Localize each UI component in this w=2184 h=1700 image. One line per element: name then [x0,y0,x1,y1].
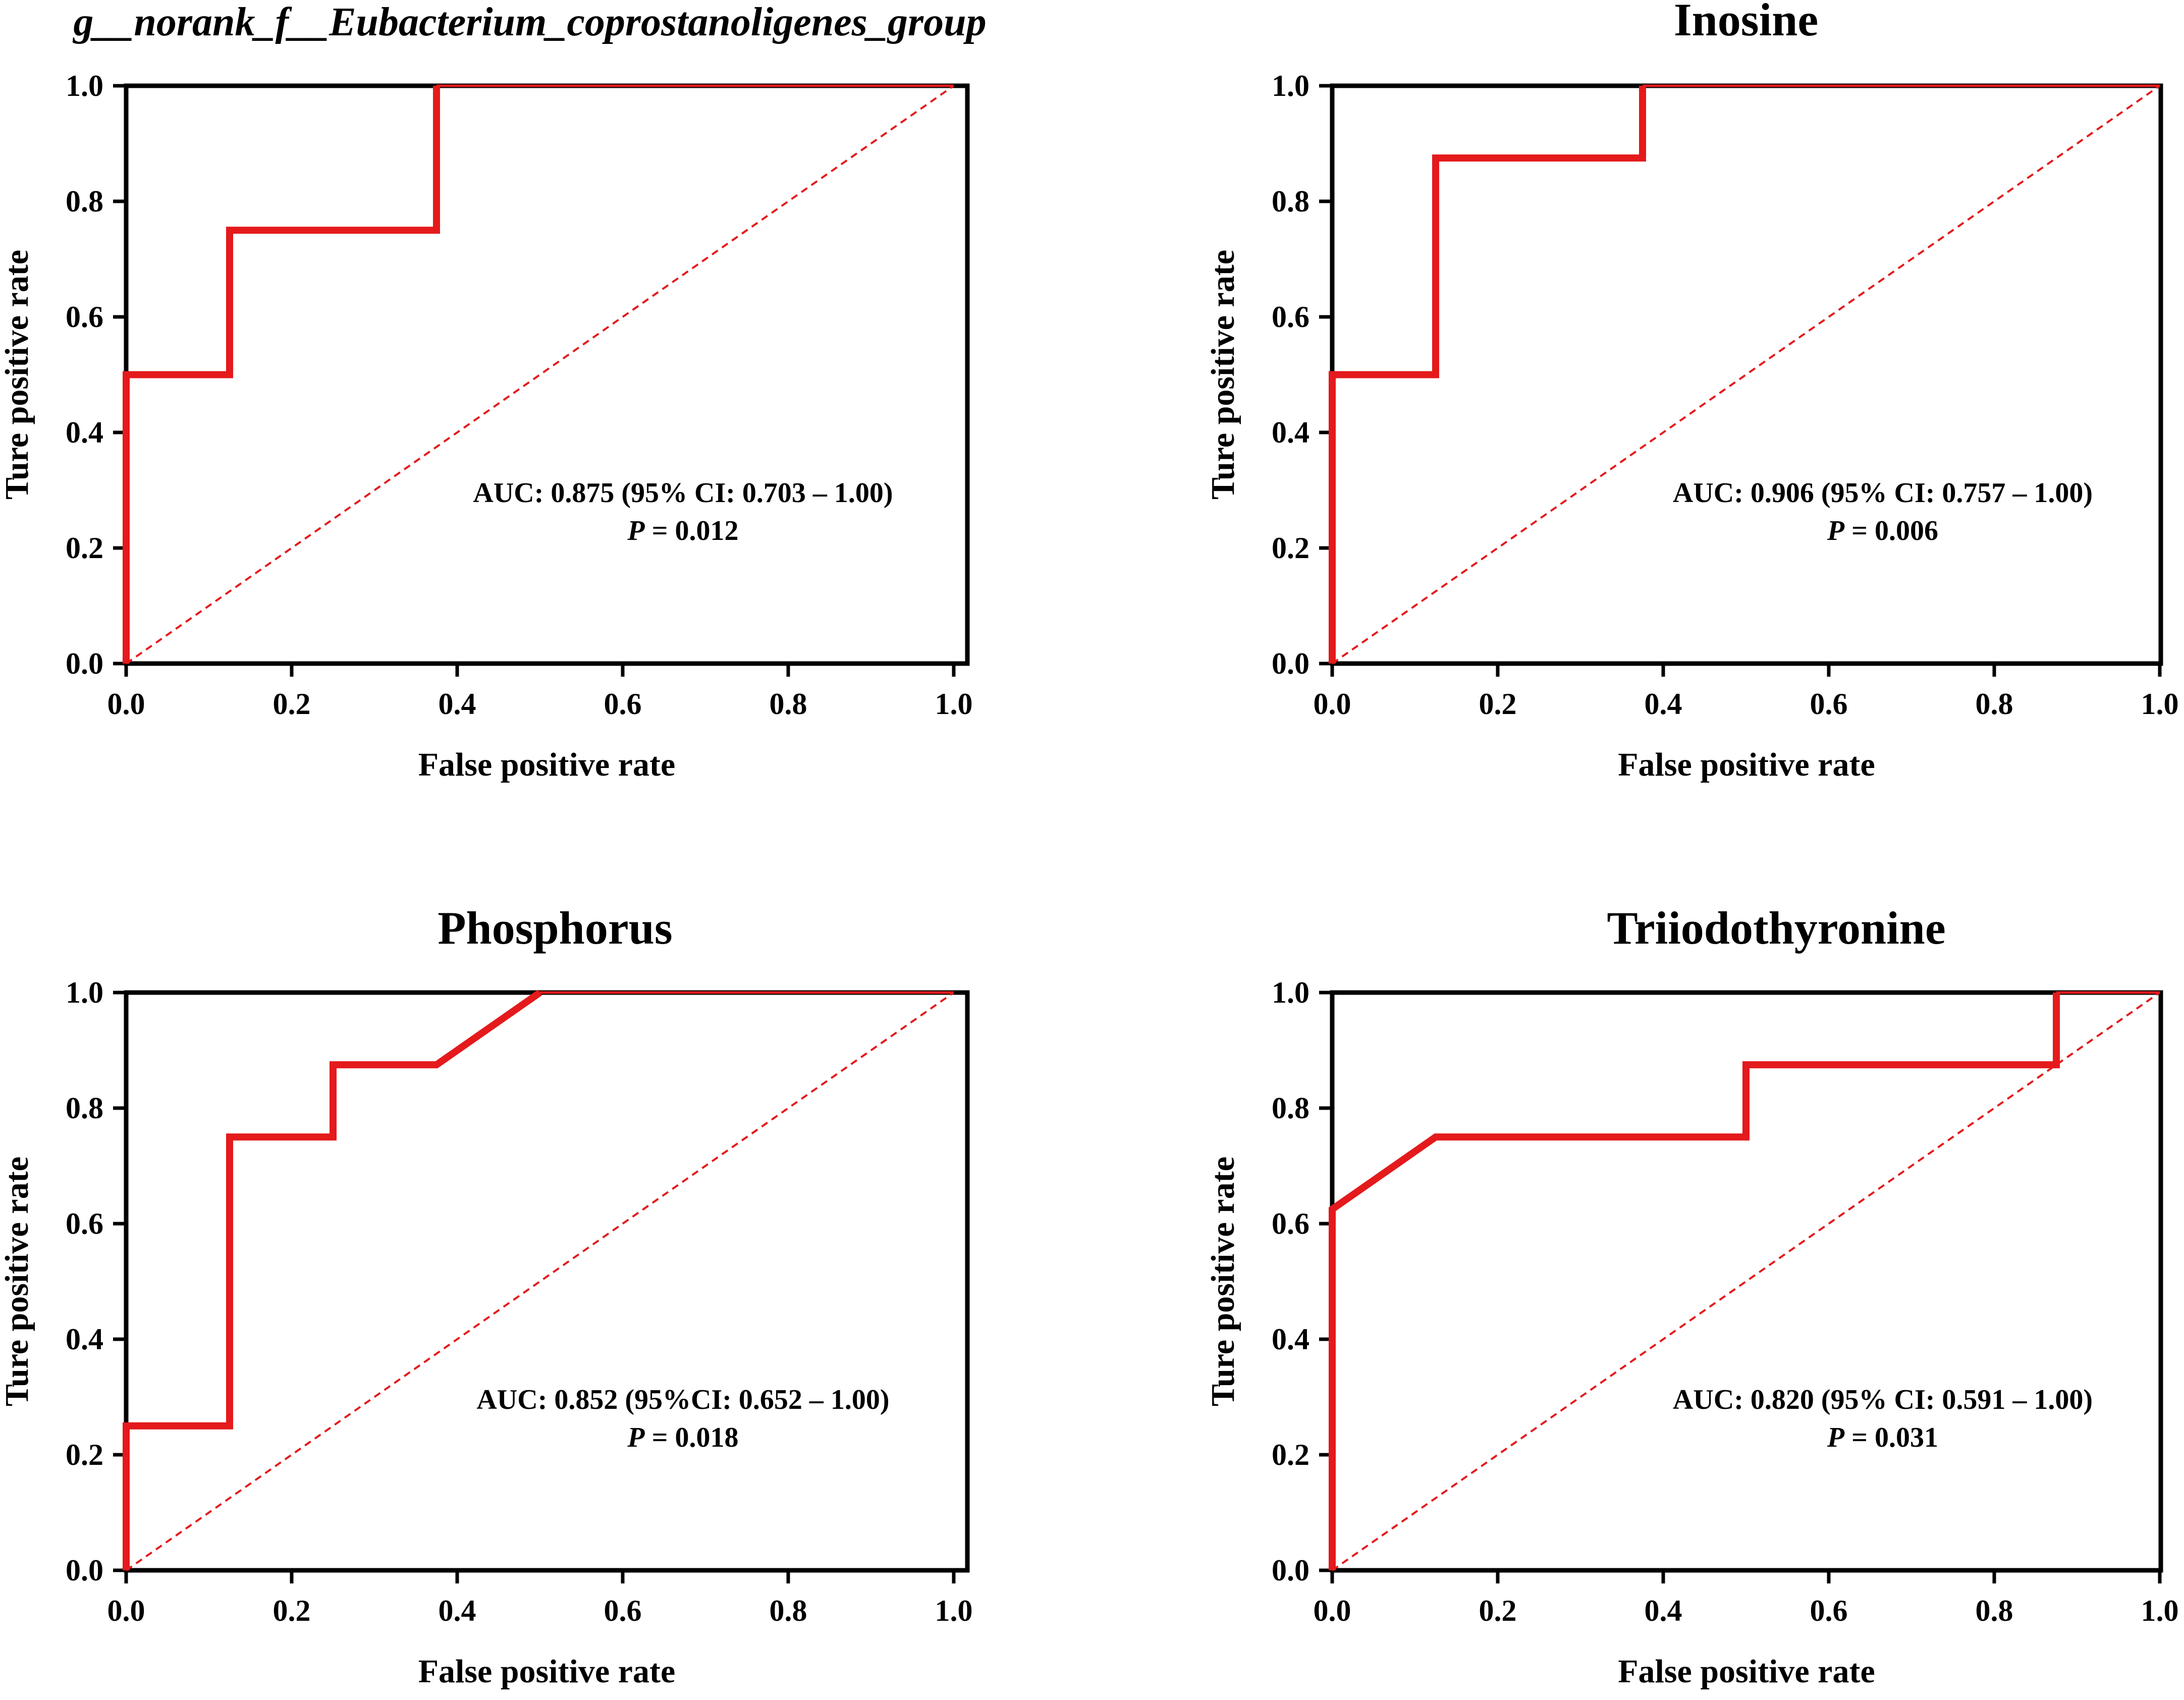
y-tick-label: 1.0 [66,976,103,1009]
y-tick-label: 0.4 [1272,1323,1309,1356]
p-value-annotation: P = 0.031 [1827,1422,1938,1453]
x-tick-label: 1.0 [935,687,973,721]
x-tick-label: 0.8 [1976,687,2013,721]
y-axis-label: Ture positive rate [1205,1157,1241,1406]
x-tick-label: 0.2 [1479,687,1517,721]
reference-diagonal-line [125,85,955,665]
p-value-annotation: P = 0.012 [627,515,738,546]
p-label: P [627,515,645,546]
y-tick-label: 0.6 [66,300,103,334]
panel-title: Inosine [1674,0,1818,45]
y-tick-label: 0.2 [1272,1438,1309,1471]
roc-curve [123,990,542,1570]
y-tick-label: 1.0 [66,69,103,102]
reference-diagonal-line [125,992,955,1571]
roc-panel-2: Inosine 0.0 0.2 0.4 0.6 0.8 1.0 0.0 0.2 0.4 0.6 0.8… [1205,0,2179,783]
reference-diagonal-line [1331,85,2161,665]
y-axis-label: Ture positive rate [0,1157,35,1406]
y-tick-label: 0.0 [1272,1554,1309,1587]
x-tick-label: 0.4 [1645,687,1682,721]
x-axis-label: False positive rate [418,746,676,783]
y-tick-label: 1.0 [1272,976,1309,1009]
panel-title: Phosphorus [438,902,672,954]
axis-frame [124,990,970,1573]
roc-panel-1: g__norank_f__Eubacterium_coprostanoligen… [0,0,987,783]
x-tick-label: 1.0 [2141,687,2179,721]
p-label: P [1827,515,1845,546]
p-value: = 0.012 [645,515,739,546]
x-tick-label: 0.0 [107,1594,145,1627]
y-tick-label: 0.8 [66,185,103,218]
y-tick-label: 0.2 [66,1438,103,1471]
y-tick-label: 0.4 [1272,416,1309,449]
p-value: = 0.006 [1844,515,1938,546]
y-tick-label: 0.0 [66,1554,103,1587]
x-axis-label: False positive rate [418,1653,676,1690]
auc-annotation: AUC: 0.906 (95% CI: 0.757 – 1.00) [1673,477,2093,509]
x-axis-label: False positive rate [1618,746,1875,783]
x-tick-label: 0.4 [439,1594,476,1627]
x-tick-label: 0.0 [1314,687,1351,721]
roc-curve [1329,86,1646,664]
p-value: = 0.018 [645,1422,739,1453]
roc-panel-4: Triiodothyronine 0.0 0.2 0.4 0.6 0.8 1.0 0.0 0.2… [1205,902,2179,1690]
roc-curve [123,86,440,664]
x-tick-label: 1.0 [2141,1594,2179,1627]
y-tick-label: 0.4 [66,416,103,449]
y-tick-label: 0.0 [66,647,103,680]
x-axis-label: False positive rate [1618,1653,1875,1690]
y-tick-label: 0.2 [66,531,103,565]
x-tick-label: 0.8 [770,687,807,721]
y-tick-label: 0.8 [66,1091,103,1125]
x-tick-label: 0.6 [1810,1594,1848,1627]
x-tick-label: 0.6 [604,1594,642,1627]
y-tick-label: 0.6 [1272,1207,1309,1240]
x-tick-label: 0.2 [1479,1594,1517,1627]
p-label: P [627,1422,645,1453]
p-value: = 0.031 [1844,1422,1938,1453]
y-axis-label: Ture positive rate [0,250,35,500]
p-value-annotation: P = 0.006 [1827,515,1938,546]
axis-frame [124,83,970,666]
x-tick-label: 0.4 [439,687,476,721]
y-tick-label: 0.8 [1272,1091,1309,1125]
y-tick-label: 0.6 [1272,300,1309,334]
x-tick-label: 0.8 [1976,1594,2013,1627]
y-tick-label: 0.2 [1272,531,1309,565]
reference-diagonal-line [1331,992,2161,1571]
x-tick-label: 0.6 [1810,687,1848,721]
x-tick-label: 0.0 [107,687,145,721]
y-tick-label: 0.4 [66,1323,103,1356]
panel-title: g__norank_f__Eubacterium_coprostanoligen… [72,0,986,44]
x-tick-label: 0.0 [1314,1594,1351,1627]
x-tick-label: 0.2 [273,1594,311,1627]
x-tick-label: 0.6 [604,687,642,721]
auc-annotation: AUC: 0.820 (95% CI: 0.591 – 1.00) [1673,1384,2093,1415]
y-tick-label: 0.0 [1272,647,1309,680]
y-axis-label: Ture positive rate [1205,250,1241,500]
y-tick-label: 0.6 [66,1207,103,1240]
auc-annotation: AUC: 0.875 (95% CI: 0.703 – 1.00) [473,477,893,509]
x-tick-label: 0.4 [1645,1594,1682,1627]
x-tick-label: 0.2 [273,687,311,721]
p-value-annotation: P = 0.018 [627,1422,738,1453]
y-tick-label: 0.8 [1272,185,1309,218]
x-tick-label: 0.8 [770,1594,807,1627]
y-tick-label: 1.0 [1272,69,1309,102]
x-tick-label: 1.0 [935,1594,973,1627]
auc-annotation: AUC: 0.852 (95%CI: 0.652 – 1.00) [476,1384,889,1415]
p-label: P [1827,1422,1845,1453]
roc-curve [1329,993,2060,1570]
panel-title: Triiodothyronine [1607,902,1945,954]
roc-panel-3: Phosphorus 0.0 0.2 0.4 0.6 0.8 1.0 0.0 0.2 0.4 0.6… [0,902,973,1690]
